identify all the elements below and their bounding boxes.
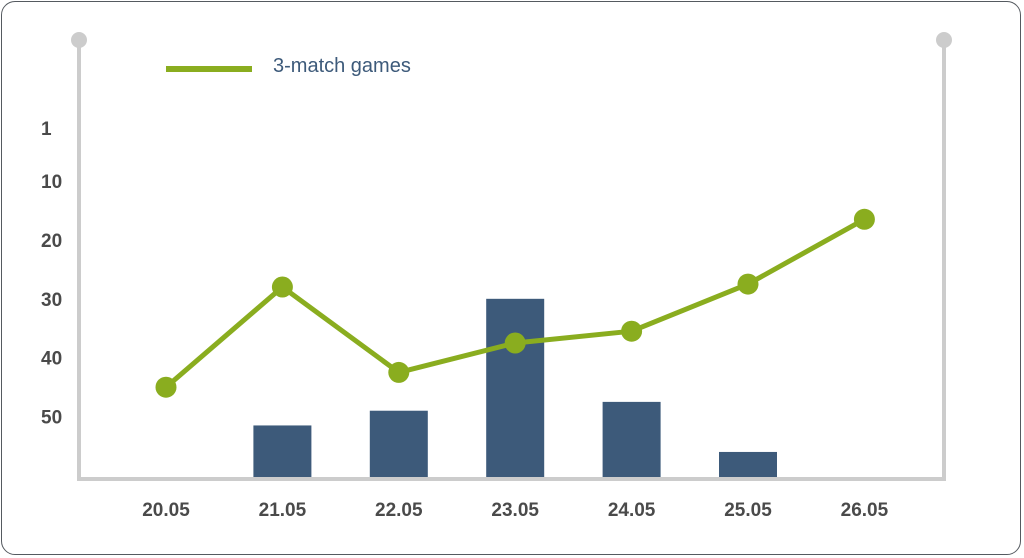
x-tick-label: 20.05 xyxy=(142,500,190,521)
axes xyxy=(71,32,952,481)
x-tick-label: 22.05 xyxy=(375,500,423,521)
y-tick-label: 10 xyxy=(41,172,62,193)
bar-series xyxy=(253,298,777,477)
y-tick-label: 40 xyxy=(41,349,62,370)
bar xyxy=(602,401,661,477)
y-axis-ticks: 1 10 20 30 40 50 xyxy=(41,119,62,429)
bar xyxy=(719,451,777,477)
y-tick-label: 1 xyxy=(41,119,52,140)
line-point xyxy=(388,361,410,383)
x-tick-label: 24.05 xyxy=(608,500,656,521)
x-axis-ticks: 20.05 21.05 22.05 23.05 24.05 25.05 26.05 xyxy=(142,500,888,521)
line-point xyxy=(621,320,643,342)
line-point xyxy=(737,273,759,295)
y-tick-label: 50 xyxy=(41,408,62,429)
line-point xyxy=(271,276,293,298)
line-point xyxy=(853,208,875,230)
line-series xyxy=(155,208,875,398)
legend-label: 3-match games xyxy=(273,55,411,77)
x-tick-label: 25.05 xyxy=(724,500,772,521)
x-tick-label: 26.05 xyxy=(841,500,889,521)
bar xyxy=(369,410,428,477)
line-point xyxy=(155,376,177,398)
x-tick-label: 21.05 xyxy=(259,500,307,521)
bar xyxy=(253,425,312,477)
bar xyxy=(486,298,545,477)
axis-cap-right xyxy=(936,32,952,48)
axis-cap-left xyxy=(71,32,87,48)
legend: 3-match games xyxy=(166,55,411,77)
y-tick-label: 30 xyxy=(41,290,62,311)
y-tick-label: 20 xyxy=(41,231,62,252)
x-tick-label: 23.05 xyxy=(491,500,539,521)
line-point xyxy=(504,332,526,354)
